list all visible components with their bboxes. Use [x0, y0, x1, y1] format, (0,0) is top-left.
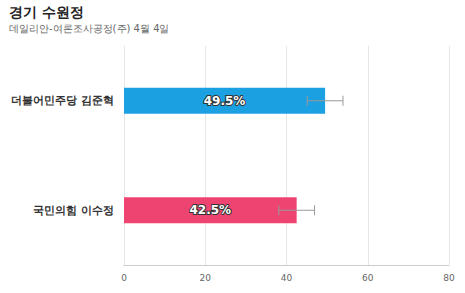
svg-text:40: 40 [281, 273, 293, 283]
svg-text:더불어민주당 김준혁: 더불어민주당 김준혁 [11, 94, 114, 107]
svg-text:42.5%: 42.5% [190, 203, 232, 217]
svg-text:0: 0 [121, 273, 127, 283]
svg-text:20: 20 [200, 273, 212, 283]
svg-text:경기 수원정: 경기 수원정 [9, 4, 84, 20]
svg-text:데일리안-여론조사공정(주) 4월 4일: 데일리안-여론조사공정(주) 4월 4일 [9, 23, 170, 34]
svg-text:49.5%: 49.5% [204, 94, 246, 108]
svg-text:80: 80 [443, 273, 455, 283]
svg-text:60: 60 [362, 273, 374, 283]
svg-text:국민의힘 이수정: 국민의힘 이수정 [33, 204, 114, 217]
